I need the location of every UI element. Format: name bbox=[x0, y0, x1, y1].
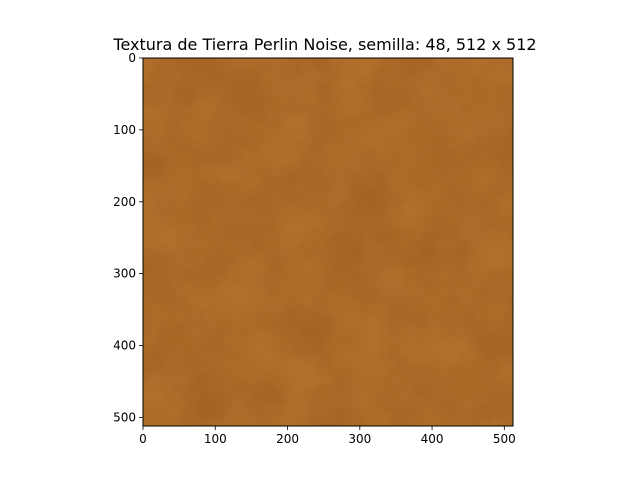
x-tick-label: 0 bbox=[139, 432, 147, 446]
texture-light-noise bbox=[143, 58, 513, 426]
x-tick-label: 500 bbox=[493, 432, 516, 446]
x-tick-label: 100 bbox=[204, 432, 227, 446]
y-tick-label: 400 bbox=[113, 339, 136, 353]
x-tick-label: 400 bbox=[421, 432, 444, 446]
texture-image bbox=[143, 58, 513, 426]
x-axis: 0 100 200 300 400 500 bbox=[139, 426, 516, 446]
y-tick-label: 100 bbox=[113, 123, 136, 137]
chart-title: Textura de Tierra Perlin Noise, semilla:… bbox=[112, 35, 536, 54]
x-tick-label: 300 bbox=[348, 432, 371, 446]
y-tick-label: 300 bbox=[113, 267, 136, 281]
y-tick-label: 500 bbox=[113, 410, 136, 424]
plot-frame bbox=[142, 57, 514, 427]
y-tick-label: 200 bbox=[113, 195, 136, 209]
y-axis: 0 100 200 300 400 500 bbox=[113, 51, 143, 424]
x-tick-label: 200 bbox=[276, 432, 299, 446]
y-tick-label: 0 bbox=[128, 51, 136, 65]
